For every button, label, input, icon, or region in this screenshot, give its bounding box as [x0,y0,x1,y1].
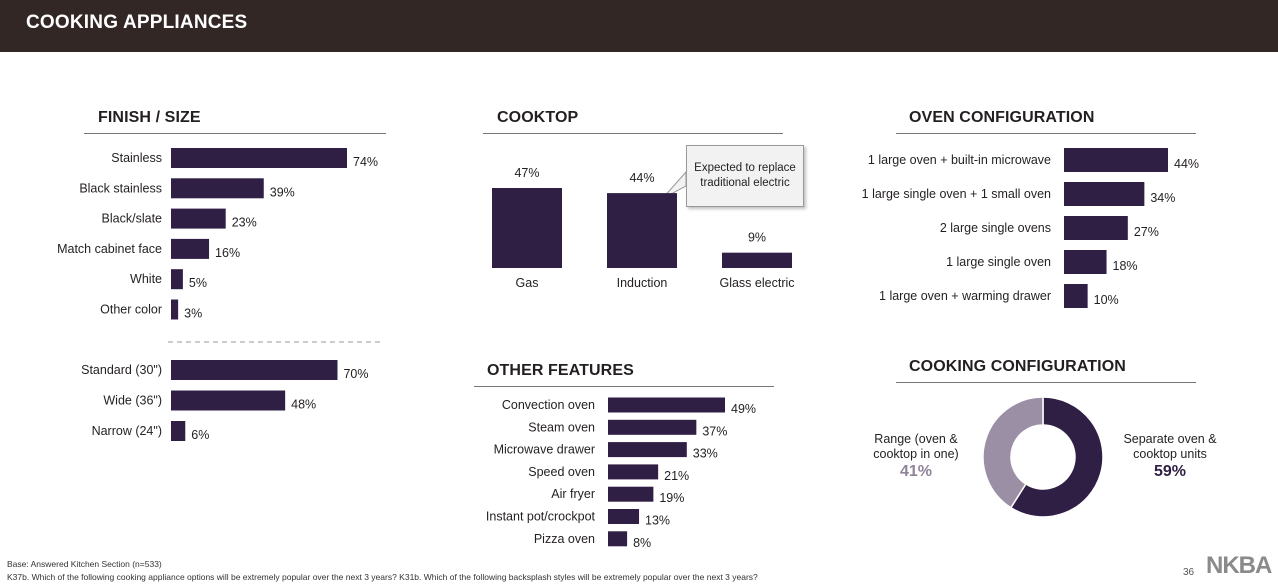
donut-label-separate: Separate oven & cooktop units 59% [1120,432,1220,480]
feature-label: Steam oven [528,420,595,434]
induction-callout: Expected to replace traditional electric [686,145,804,207]
finish-value: 39% [270,185,295,199]
oven-bar [1064,250,1107,274]
finish-label: White [130,272,162,286]
cooktop-bar [607,193,677,268]
feature-label: Convection oven [502,398,595,412]
finish-label: Black/slate [102,212,162,226]
nkba-logo: NKBA [1206,552,1272,579]
feature-label: Speed oven [528,465,595,479]
size-value: 6% [191,428,209,442]
oven-value: 44% [1174,157,1199,171]
finish-bar [171,238,210,259]
finish-bar [171,208,226,229]
finish-label: Other color [100,303,162,317]
oven-value: 27% [1134,225,1159,239]
footnote-question: K37b. Which of the following cooking app… [7,572,758,582]
cooktop-value: 44% [629,171,654,185]
header-bar: COOKING APPLIANCES [0,0,1278,52]
oven-label: 1 large oven + built-in microwave [868,153,1051,167]
size-bar [171,360,338,380]
cooktop-title: COOKTOP [497,109,579,126]
footnote-base: Base: Answered Kitchen Section (n=533) [7,559,162,569]
oven-config-rule [896,133,1196,134]
feature-bar [608,397,725,413]
finish-bar [171,299,179,320]
feature-value: 49% [731,402,756,416]
size-value: 48% [291,398,316,412]
finish-value: 74% [353,155,378,169]
cooking-config-title: COOKING CONFIGURATION [909,358,1126,375]
feature-label: Instant pot/crockpot [486,510,596,524]
cooktop-rule [483,133,783,134]
oven-label: 1 large single oven [946,255,1051,269]
finish-bar [171,269,183,290]
other-features-title: OTHER FEATURES [487,362,634,379]
oven-config-title: OVEN CONFIGURATION [909,109,1095,126]
donut-separate-pct: 59% [1153,463,1187,480]
cooktop-label: Gas [516,276,539,290]
feature-value: 19% [659,491,684,505]
finish-value: 23% [232,216,257,230]
page-number: 36 [1183,567,1195,578]
donut-slice-separate [1009,396,1104,518]
finish-size-rule [84,133,386,134]
finish-value: 3% [184,307,202,321]
size-label: Narrow (24") [92,424,162,438]
callout-text: Expected to replace traditional electric [694,162,796,189]
finish-value: 5% [189,276,207,290]
oven-value: 18% [1113,259,1138,273]
finish-label: Stainless [111,151,162,165]
size-bar [171,390,286,411]
size-label: Standard (30") [81,363,162,377]
other-features-rule [474,386,774,387]
donut-range-text: Range (oven & cooktop in one) [873,432,959,461]
finish-label: Black stainless [79,181,162,195]
feature-label: Microwave drawer [494,443,595,457]
feature-value: 8% [633,536,651,550]
feature-value: 33% [693,447,718,461]
oven-value: 34% [1150,191,1175,205]
cooking-config-rule [896,382,1196,383]
cooktop-label: Induction [617,276,668,290]
cooktop-bar [722,252,792,268]
feature-bar [608,531,628,547]
feature-bar [608,464,659,480]
feature-label: Air fryer [551,487,595,501]
oven-label: 1 large single oven + 1 small oven [862,187,1051,201]
size-label: Wide (36") [103,394,162,408]
feature-bar [608,509,640,524]
cooktop-value: 9% [748,231,766,245]
feature-value: 21% [664,469,689,483]
finish-bar [171,178,264,199]
oven-bar [1064,284,1088,308]
feature-label: Pizza oven [534,532,595,546]
oven-label: 1 large oven + warming drawer [879,289,1051,303]
cooktop-label: Glass electric [719,276,794,290]
feature-bar [608,486,654,502]
finish-size-title: FINISH / SIZE [98,109,201,126]
feature-bar [608,419,697,435]
oven-label: 2 large single ovens [940,221,1051,235]
donut-range-pct: 41% [899,463,933,480]
feature-bar [608,442,687,458]
donut-slice-range [982,396,1044,509]
oven-value: 10% [1094,293,1119,307]
feature-value: 37% [702,424,727,438]
oven-bar [1064,216,1128,240]
finish-label: Match cabinet face [57,242,162,256]
cooktop-value: 47% [514,166,539,180]
size-bar [171,421,186,441]
page-title: COOKING APPLIANCES [26,12,248,33]
donut-label-range: Range (oven & cooktop in one) 41% [862,432,970,480]
oven-bar [1064,182,1145,206]
donut-separate-text: Separate oven & cooktop units [1123,432,1217,461]
finish-bar [171,148,347,168]
cooktop-bar [492,188,562,268]
feature-value: 13% [645,514,670,528]
finish-value: 16% [215,246,240,260]
oven-bar [1064,148,1168,172]
size-value: 70% [343,367,368,381]
